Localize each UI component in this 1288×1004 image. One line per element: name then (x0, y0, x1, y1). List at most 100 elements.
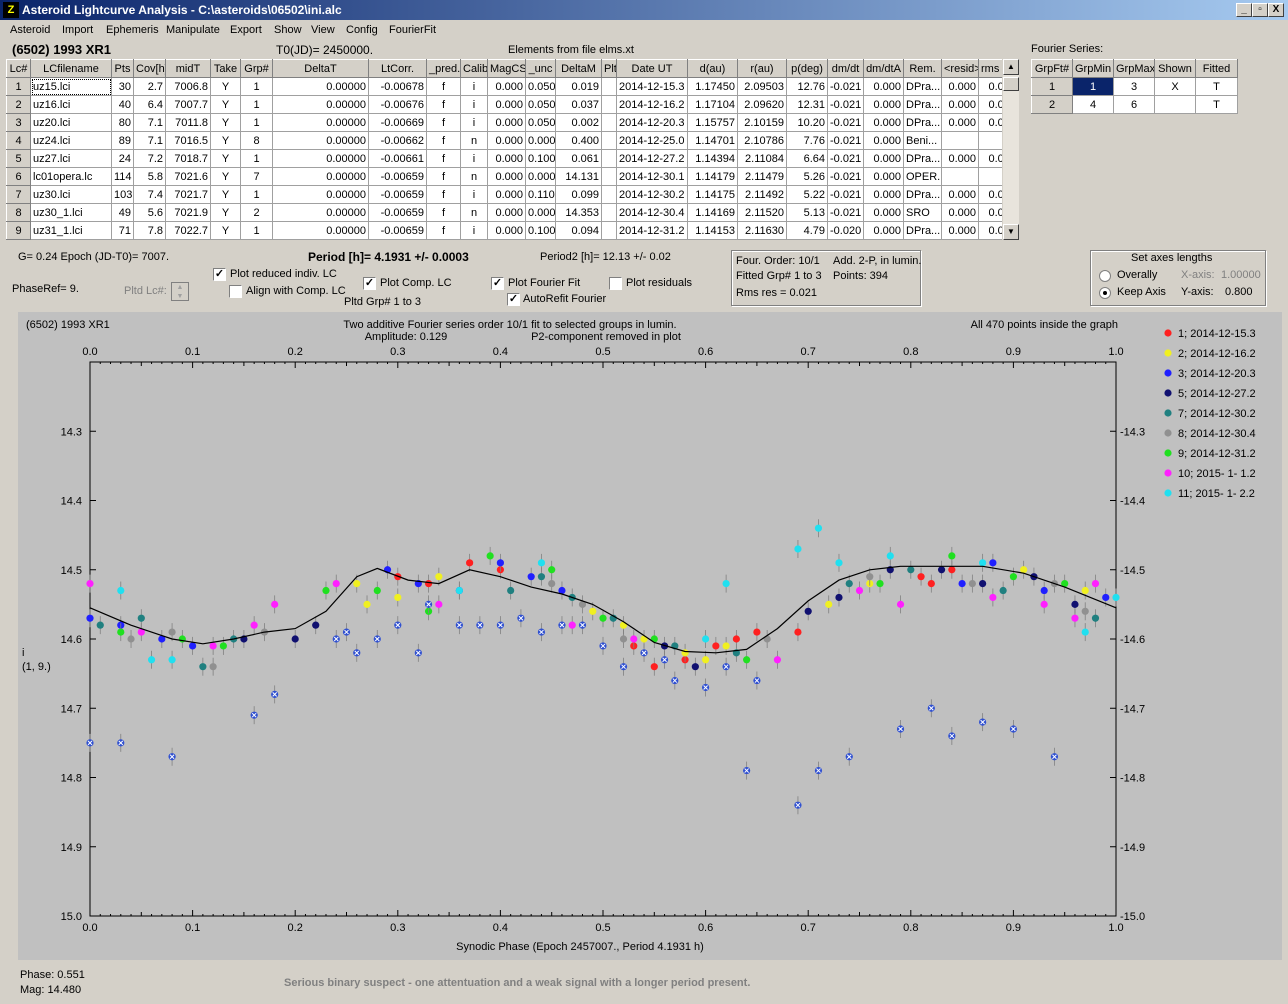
column-header[interactable]: _unc (525, 59, 556, 78)
column-header[interactable]: Take (210, 59, 241, 78)
fourier-cell[interactable]: 3 (1113, 77, 1155, 96)
table-cell[interactable]: 7018.7 (165, 149, 211, 168)
table-cell[interactable]: i (460, 95, 488, 114)
table-cell[interactable]: 5.26 (786, 167, 828, 186)
table-cell[interactable]: 0.000 (487, 149, 526, 168)
column-header[interactable]: r(au) (737, 59, 787, 78)
plot-svg[interactable]: (6502) 1993 XR1 Two additive Fourier ser… (18, 312, 1282, 960)
table-cell[interactable]: 0.015 (978, 185, 1002, 204)
table-cell[interactable]: 6.4 (133, 95, 166, 114)
column-header[interactable]: Rem. (903, 59, 942, 78)
table-scrollbar[interactable]: ▲ ▼ (1003, 59, 1019, 240)
table-cell[interactable]: 2014-12-25.0 (616, 131, 688, 150)
table-cell[interactable]: 0.00000 (272, 131, 369, 150)
table-row[interactable]: 8 uz30_1.lci 49 5.6 7021.9 Y 2 0.00000 -0.00659 f… (6, 203, 1002, 222)
row-number[interactable]: 8 (6, 203, 31, 222)
table-cell[interactable]: 0.014 (978, 95, 1002, 114)
table-cell[interactable] (978, 167, 1002, 186)
column-header[interactable]: dm/dtA (863, 59, 904, 78)
table-cell[interactable]: 0.019 (555, 77, 602, 96)
table-cell[interactable]: 2.11630 (737, 221, 787, 240)
table-cell[interactable]: 0.400 (555, 131, 602, 150)
table-cell[interactable]: 0.00000 (272, 113, 369, 132)
autorefit-checkbox[interactable]: ✓ (507, 293, 520, 306)
table-cell[interactable]: -0.021 (827, 77, 864, 96)
table-cell[interactable]: f (426, 167, 461, 186)
table-cell[interactable]: 7011.8 (165, 113, 211, 132)
table-cell[interactable]: 0.000 (525, 131, 556, 150)
table-cell[interactable]: 6.64 (786, 149, 828, 168)
table-cell[interactable]: 0.000 (525, 167, 556, 186)
table-cell[interactable]: DPra... (903, 95, 942, 114)
table-cell[interactable]: 0.000 (487, 95, 526, 114)
column-header[interactable]: p(deg) (786, 59, 828, 78)
row-number[interactable]: 5 (6, 149, 31, 168)
table-cell[interactable]: 0.100 (525, 221, 556, 240)
table-cell[interactable]: 0.000 (487, 131, 526, 150)
plot-fourier-checkbox[interactable]: ✓ (491, 277, 504, 290)
table-cell[interactable]: 114 (111, 167, 134, 186)
table-cell[interactable]: uz27.lci (30, 149, 112, 168)
table-cell[interactable]: 0.000 (487, 167, 526, 186)
table-cell[interactable]: 1 (240, 95, 273, 114)
table-cell[interactable]: 0.099 (555, 185, 602, 204)
table-cell[interactable]: f (426, 95, 461, 114)
table-cell[interactable]: -0.021 (827, 185, 864, 204)
column-header[interactable]: Pts (111, 59, 134, 78)
table-cell[interactable]: 7.8 (133, 221, 166, 240)
table-cell[interactable]: 1.14394 (687, 149, 738, 168)
table-cell[interactable]: -0.021 (827, 203, 864, 222)
table-cell[interactable]: -0.00676 (368, 95, 427, 114)
column-header[interactable]: Lc# (6, 59, 31, 78)
table-cell[interactable] (601, 113, 617, 132)
table-cell[interactable]: 0.000 (863, 203, 904, 222)
column-header[interactable]: Cov[h] (133, 59, 166, 78)
table-cell[interactable]: n (460, 167, 488, 186)
table-cell[interactable]: 2014-12-20.3 (616, 113, 688, 132)
column-header[interactable]: Plt (601, 59, 617, 78)
table-row[interactable]: 3 uz20.lci 80 7.1 7011.8 Y 1 0.00000 -0.00669 f i 0… (6, 113, 1002, 132)
table-cell[interactable]: 7021.9 (165, 203, 211, 222)
keep-axis-radio[interactable] (1099, 287, 1111, 299)
table-cell[interactable]: -0.021 (827, 131, 864, 150)
table-row[interactable]: 5 uz27.lci 24 7.2 7018.7 Y 1 0.00000 -0.00661 f i 0… (6, 149, 1002, 168)
plot-comp-checkbox[interactable]: ✓ (363, 277, 376, 290)
fourier-cell[interactable]: 1 (1072, 77, 1114, 96)
fourier-cell[interactable]: 1 (1031, 77, 1073, 96)
plot-reduced-checkbox[interactable]: ✓ (213, 268, 226, 281)
table-cell[interactable]: Y (210, 77, 241, 96)
table-cell[interactable]: 2014-12-16.2 (616, 95, 688, 114)
table-cell[interactable]: 0.061 (555, 149, 602, 168)
menu-asteroid[interactable]: Asteroid (10, 24, 51, 36)
table-cell[interactable]: 7006.8 (165, 77, 211, 96)
table-cell[interactable]: 7.4 (133, 185, 166, 204)
table-cell[interactable]: 0.000 (863, 167, 904, 186)
table-cell[interactable]: 7022.7 (165, 221, 211, 240)
menu-manipulate[interactable]: Manipulate (166, 24, 220, 36)
table-cell[interactable]: 2.10159 (737, 113, 787, 132)
table-cell[interactable]: 0.00000 (272, 95, 369, 114)
table-cell[interactable]: -0.00659 (368, 203, 427, 222)
table-cell[interactable]: 89 (111, 131, 134, 150)
table-cell[interactable]: 0.000 (487, 77, 526, 96)
scroll-down-icon[interactable]: ▼ (1003, 224, 1019, 240)
table-cell[interactable]: f (426, 203, 461, 222)
table-cell[interactable]: 7.76 (786, 131, 828, 150)
table-cell[interactable]: 0.050 (525, 77, 556, 96)
column-header[interactable]: DeltaM (555, 59, 602, 78)
fourier-cell[interactable]: T (1195, 77, 1238, 96)
table-cell[interactable]: f (426, 149, 461, 168)
lightcurve-plot[interactable]: (6502) 1993 XR1 Two additive Fourier ser… (18, 312, 1282, 960)
table-cell[interactable]: Y (210, 203, 241, 222)
table-cell[interactable]: 2.11492 (737, 185, 787, 204)
table-cell[interactable]: 12.31 (786, 95, 828, 114)
table-cell[interactable]: 0.000 (487, 203, 526, 222)
table-cell[interactable]: uz16.lci (30, 95, 112, 114)
table-cell[interactable]: f (426, 221, 461, 240)
table-cell[interactable] (978, 131, 1002, 150)
fourier-cell[interactable]: 2 (1031, 95, 1073, 114)
table-cell[interactable]: 2.11084 (737, 149, 787, 168)
table-cell[interactable]: n (460, 203, 488, 222)
column-header[interactable]: rms res (978, 59, 1002, 78)
